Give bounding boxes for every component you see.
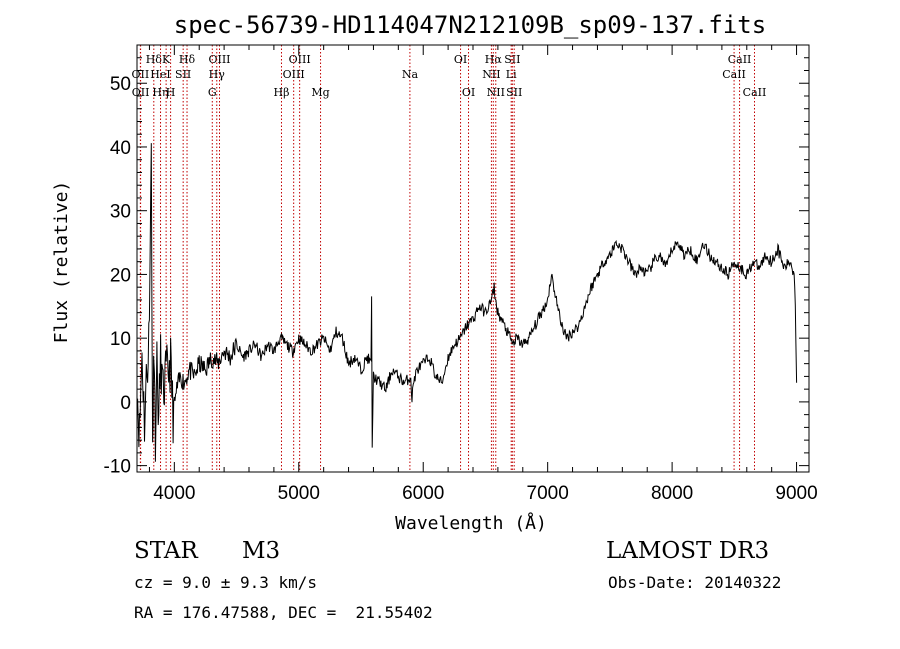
marker-label: NII (487, 86, 505, 99)
marker-label: CaII (722, 68, 746, 81)
marker-label: SII (506, 86, 522, 99)
x-tick-label: 5000 (278, 483, 320, 504)
marker-label: OIII (208, 53, 230, 66)
coordinates-readout: RA = 176.47588, DEC = 21.55402 (134, 603, 433, 622)
x-tick-label: 4000 (153, 483, 195, 504)
y-tick-label: 50 (110, 74, 131, 95)
marker-label: Li (506, 68, 517, 81)
survey-name: LAMOST DR3 (606, 538, 770, 564)
y-tick-label: 30 (110, 202, 131, 223)
marker-label: CaII (728, 53, 752, 66)
marker-label: Hγ (209, 68, 226, 81)
marker-label: K (162, 53, 171, 66)
redshift-readout: cz = 9.0 ± 9.3 km/s (134, 573, 318, 592)
spectrum-series (136, 143, 798, 462)
marker-label: Hη (152, 86, 168, 99)
object-class: STAR (134, 538, 198, 564)
spectrum-plot: spec-56739-HD114047N212109B_sp09-137.fit… (51, 11, 818, 534)
observation-date: Obs-Date: 20140322 (608, 573, 782, 592)
marker-label: NII (482, 68, 500, 81)
chart-title: spec-56739-HD114047N212109B_sp09-137.fit… (174, 11, 766, 39)
x-axis-label: Wavelength (Å) (395, 512, 547, 534)
y-axis-label: Flux (relative) (51, 181, 72, 344)
marker-label: Hα (485, 53, 503, 66)
marker-label: Hβ (274, 86, 290, 99)
y-tick-label: 10 (110, 329, 131, 350)
marker-label: H (166, 86, 176, 99)
plot-frame (136, 44, 810, 473)
marker-label: OII (132, 86, 150, 99)
x-tick-label: 9000 (775, 483, 817, 504)
marker-label: OI (454, 53, 467, 66)
marker-label: OI (462, 86, 475, 99)
x-tick-label: 7000 (527, 483, 569, 504)
y-tick-label: 40 (110, 138, 131, 159)
marker-label: SII (175, 68, 191, 81)
marker-label: OIII (289, 53, 311, 66)
axes: 4000 5000 6000 7000 8000 9000 -10 0 10 20 30 40 50 (104, 44, 818, 504)
spectrum-line (136, 143, 798, 462)
object-subclass: M3 (242, 538, 281, 564)
marker-label: Mg (311, 86, 329, 99)
marker-label: Na (402, 68, 419, 81)
marker-label: G (208, 86, 217, 99)
x-tick-label: 6000 (402, 483, 444, 504)
marker-label: OIII (283, 68, 305, 81)
marker-label: Hδ (179, 53, 196, 66)
y-tick-label: -10 (104, 457, 131, 478)
marker-label: CaII (743, 86, 767, 99)
marker-label: SII (504, 53, 520, 66)
y-tick-label: 20 (110, 265, 131, 286)
x-tick-label: 8000 (651, 483, 693, 504)
marker-label: Hδ (146, 53, 163, 66)
y-tick-label: 0 (120, 393, 131, 414)
